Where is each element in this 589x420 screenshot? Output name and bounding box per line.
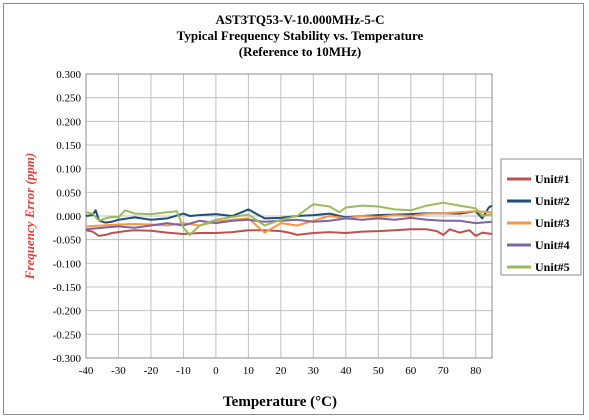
chart-frame: AST3TQ53-V-10.000MHz-5-C Typical Frequen… [3, 3, 584, 415]
legend-label-unit3: Unit#3 [535, 216, 570, 230]
y-tick-label: -0.300 [53, 353, 82, 365]
legend-label-unit2: Unit#2 [535, 194, 570, 208]
chart-canvas: AST3TQ53-V-10.000MHz-5-C Typical Frequen… [22, 12, 582, 410]
x-tick-label: 10 [243, 365, 255, 377]
y-tick-label: -0.250 [53, 329, 82, 341]
chart-title: AST3TQ53-V-10.000MHz-5-C [215, 12, 384, 27]
x-tick-label: -30 [111, 365, 126, 377]
chart-subtitle-reference: (Reference to 10MHz) [239, 44, 361, 59]
legend-label-unit5: Unit#5 [535, 260, 570, 274]
x-axis-ticks: -40 -30 -20 -10 0 10 20 30 40 50 60 70 80 [79, 365, 482, 377]
legend-label-unit1: Unit#1 [535, 172, 570, 186]
chart-subtitle: Typical Frequency Stability vs. Temperat… [177, 28, 424, 43]
x-tick-label: -20 [144, 365, 159, 377]
series-line-unit4 [85, 216, 493, 231]
y-tick-label: -0.150 [53, 282, 82, 294]
y-tick-label: -0.100 [53, 258, 82, 270]
x-tick-label: -10 [176, 365, 191, 377]
y-axis-title: Frequency Error (ppm) [22, 153, 37, 280]
x-tick-label: 30 [308, 365, 320, 377]
x-tick-label: 50 [373, 365, 385, 377]
series-line-unit5 [85, 201, 493, 236]
y-tick-label: 0.300 [56, 69, 81, 81]
x-tick-label: 40 [340, 365, 352, 377]
y-tick-label: 0.200 [56, 116, 81, 128]
y-tick-label: 0.150 [56, 140, 81, 152]
x-tick-label: 60 [405, 365, 417, 377]
y-tick-label: 0.100 [56, 164, 81, 176]
y-tick-label: 0.000 [56, 211, 81, 223]
x-axis-title: Temperature (°C) [223, 394, 337, 410]
y-tick-label: -0.200 [53, 306, 82, 318]
legend: Unit#1 Unit#2 Unit#3 Unit#4 Unit#5 [500, 158, 582, 276]
y-axis-ticks: 0.300 0.250 0.200 0.150 0.100 0.050 0.000 -0.05… [53, 69, 82, 365]
x-tick-label: 70 [438, 365, 450, 377]
series-line-unit1 [85, 228, 493, 237]
y-tick-label: 0.050 [56, 187, 81, 199]
x-tick-label: 80 [470, 365, 482, 377]
series-lines [85, 201, 493, 237]
legend-label-unit4: Unit#4 [535, 238, 570, 252]
x-tick-label: -40 [79, 365, 94, 377]
y-tick-label: -0.050 [53, 235, 82, 247]
x-tick-label: 20 [275, 365, 287, 377]
y-tick-label: 0.250 [56, 93, 81, 105]
x-tick-label: 0 [213, 365, 219, 377]
